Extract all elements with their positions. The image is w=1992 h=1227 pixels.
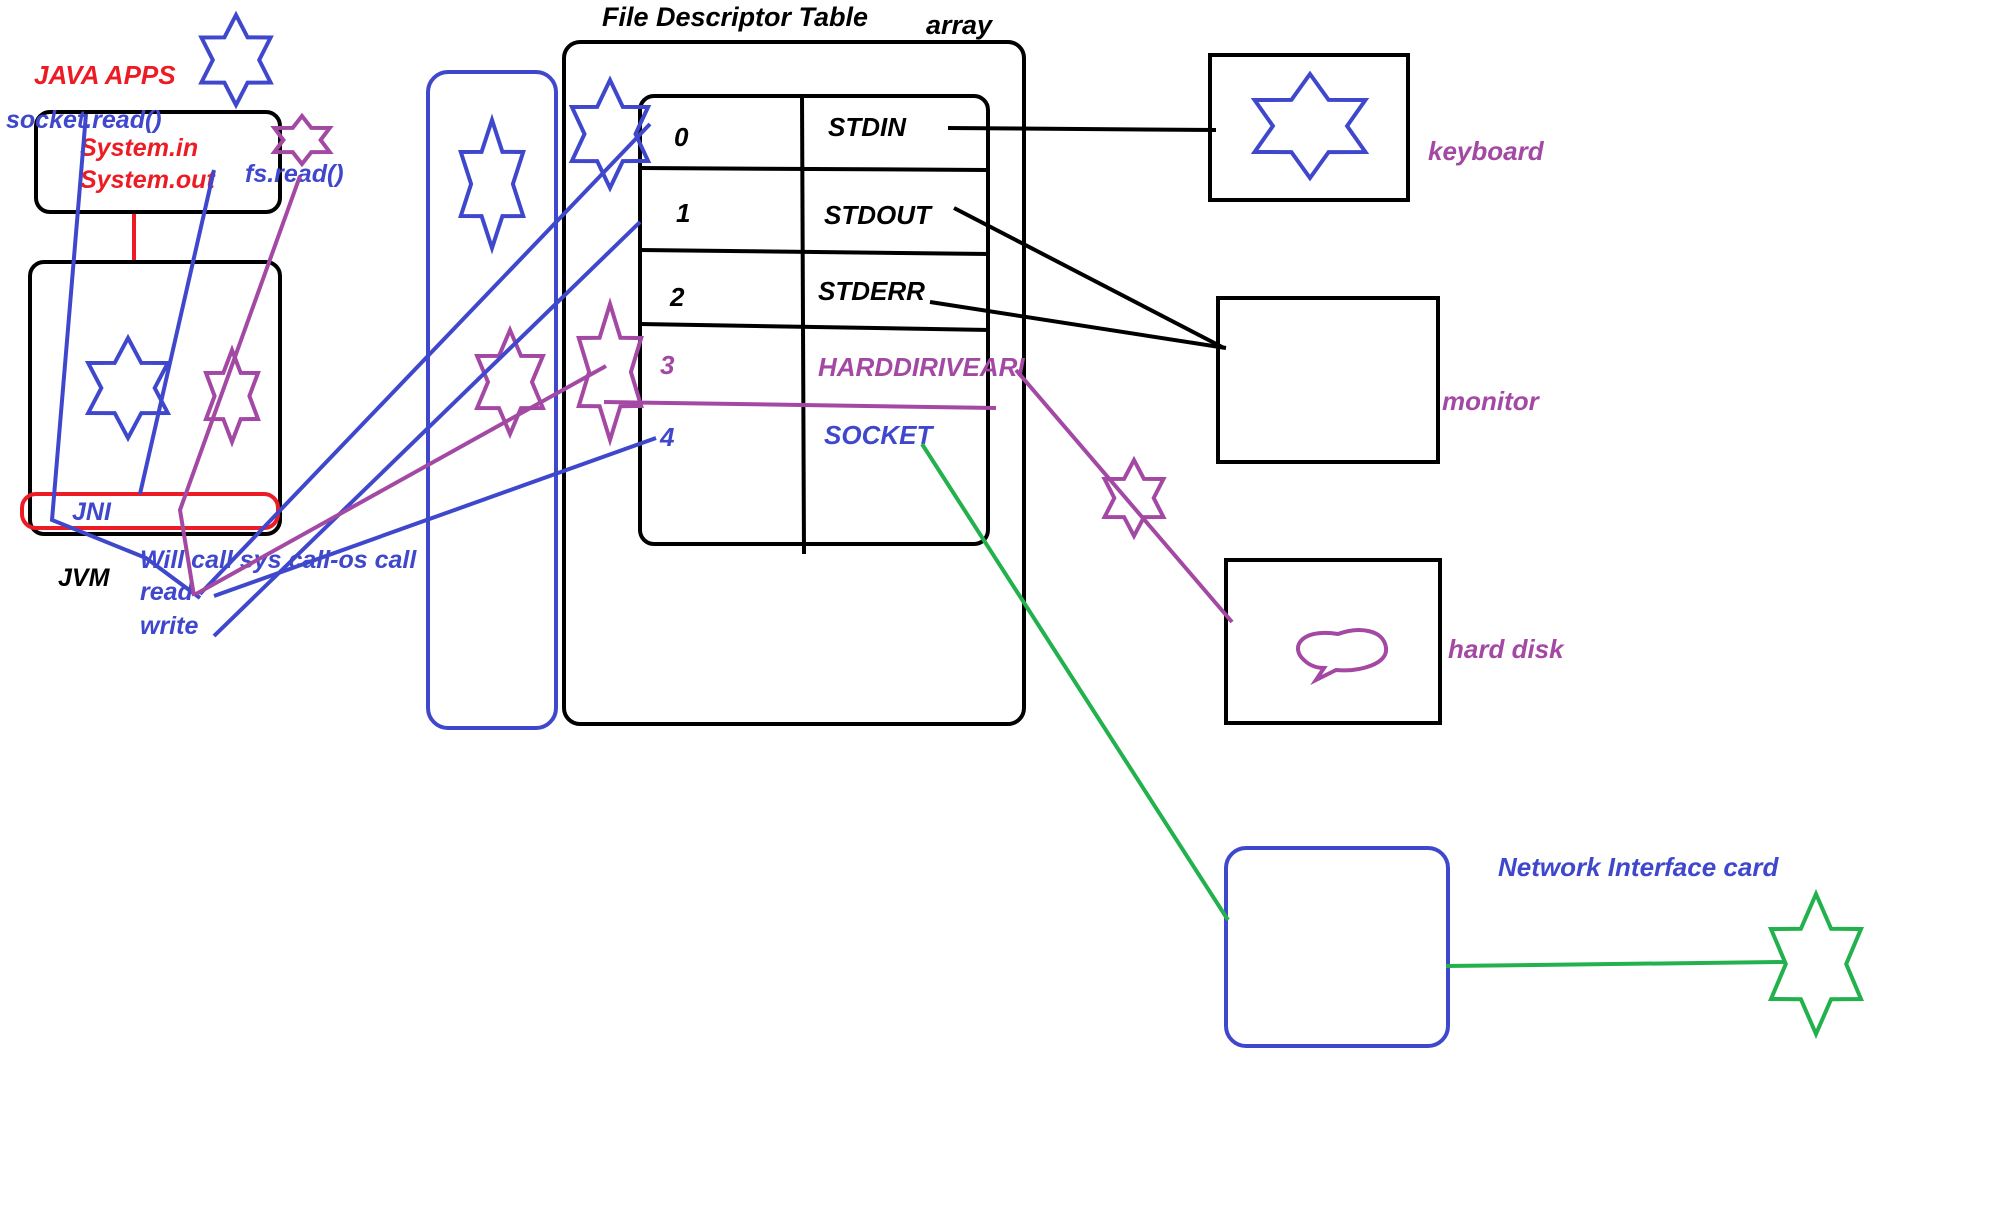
monitor-box — [1216, 296, 1440, 464]
system-in-to-jni-line — [138, 169, 216, 495]
fd-table-inner-box — [638, 94, 990, 546]
nic-to-network-link — [1445, 960, 1785, 968]
star-icon — [1767, 888, 1865, 1040]
star-outline — [474, 324, 546, 440]
fd-name: STDERR — [818, 276, 925, 306]
fd-row-divider — [639, 248, 991, 256]
star-icon — [576, 297, 644, 447]
fd-row-divider — [639, 166, 989, 172]
fd-index: 1 — [676, 198, 690, 228]
fd-index: 3 — [660, 350, 675, 380]
fd-row: 4 SOCKET — [659, 420, 934, 452]
star-outline — [458, 113, 526, 255]
fd-index: 4 — [659, 422, 675, 452]
harddrive-to-disk-link — [1014, 368, 1234, 624]
hard-disk-label: hard disk — [1448, 634, 1565, 664]
star-outline — [203, 344, 261, 448]
fd-index: 2 — [669, 282, 685, 312]
syscall-to-harddrive-line — [195, 364, 607, 596]
fd-row: 3 HARDDIRIVEARI — [660, 350, 1025, 382]
java-apps-box — [34, 110, 282, 214]
syscall-note-line2: read — [140, 578, 194, 606]
star-icon — [270, 112, 334, 168]
fd-name: HARDDIRIVEARI — [818, 352, 1025, 382]
jvm-label: JVM — [58, 564, 111, 592]
fd-row: 0 STDIN — [674, 112, 907, 152]
stdout-to-monitor-link — [953, 206, 1225, 350]
stdin-to-keyboard-link — [947, 126, 1217, 132]
fd-table-title: File Descriptor Table — [602, 2, 868, 32]
star-icon — [458, 113, 526, 255]
star-outline — [568, 75, 652, 193]
star-outline — [198, 10, 274, 110]
socket-read-to-jni-line — [49, 113, 202, 600]
star-outline — [84, 333, 172, 443]
keyboard-label: keyboard — [1428, 136, 1545, 166]
fd-name: STDOUT — [824, 200, 933, 230]
star-outline — [1767, 888, 1865, 1040]
keyboard-box — [1208, 53, 1410, 202]
star-icon — [84, 333, 172, 443]
syscall-note-line3: write — [140, 612, 198, 640]
system-out-call: System.out — [80, 166, 216, 194]
fd-name: STDIN — [828, 112, 907, 142]
harddrive-row-stroke — [603, 400, 997, 410]
star-outline — [1250, 70, 1370, 182]
syscall-to-stdin-line — [198, 122, 652, 596]
speech-bubble-icon — [1296, 628, 1388, 686]
fd-row: 1 STDOUT — [676, 198, 933, 230]
star-outline — [576, 297, 644, 447]
syscall-to-stdout-line — [212, 220, 642, 638]
nic-box — [1224, 846, 1450, 1048]
jni-label: JNI — [72, 498, 112, 526]
fd-index: 0 — [674, 122, 689, 152]
fd-table-outer-box — [562, 40, 1026, 726]
jvm-box — [28, 260, 282, 536]
star-icon — [203, 344, 261, 448]
nic-label: Network Interface card — [1498, 852, 1779, 882]
star-icon — [568, 75, 652, 193]
hard-disk-box — [1224, 558, 1442, 725]
syscall-to-socket-line — [213, 436, 657, 598]
stderr-to-monitor-link — [929, 300, 1227, 350]
star-icon — [474, 324, 546, 440]
star-outline — [1101, 455, 1167, 541]
fs-read-call: fs.read() — [245, 160, 344, 188]
fd-row-divider — [639, 322, 991, 332]
monitor-label: monitor — [1442, 386, 1541, 416]
socket-to-nic-link — [920, 442, 1230, 922]
java-apps-label: JAVA APPS — [34, 60, 176, 90]
star-icon — [198, 10, 274, 110]
kernel-bar — [426, 70, 558, 730]
fd-name: SOCKET — [824, 420, 934, 450]
star-icon — [1250, 70, 1370, 182]
fs-read-to-jni-line — [177, 175, 302, 597]
star-outline — [270, 112, 334, 168]
array-label: array — [926, 10, 994, 40]
system-in-call: System.in — [80, 134, 198, 162]
star-icon — [1101, 455, 1167, 541]
fd-row: 2 STDERR — [669, 276, 925, 312]
